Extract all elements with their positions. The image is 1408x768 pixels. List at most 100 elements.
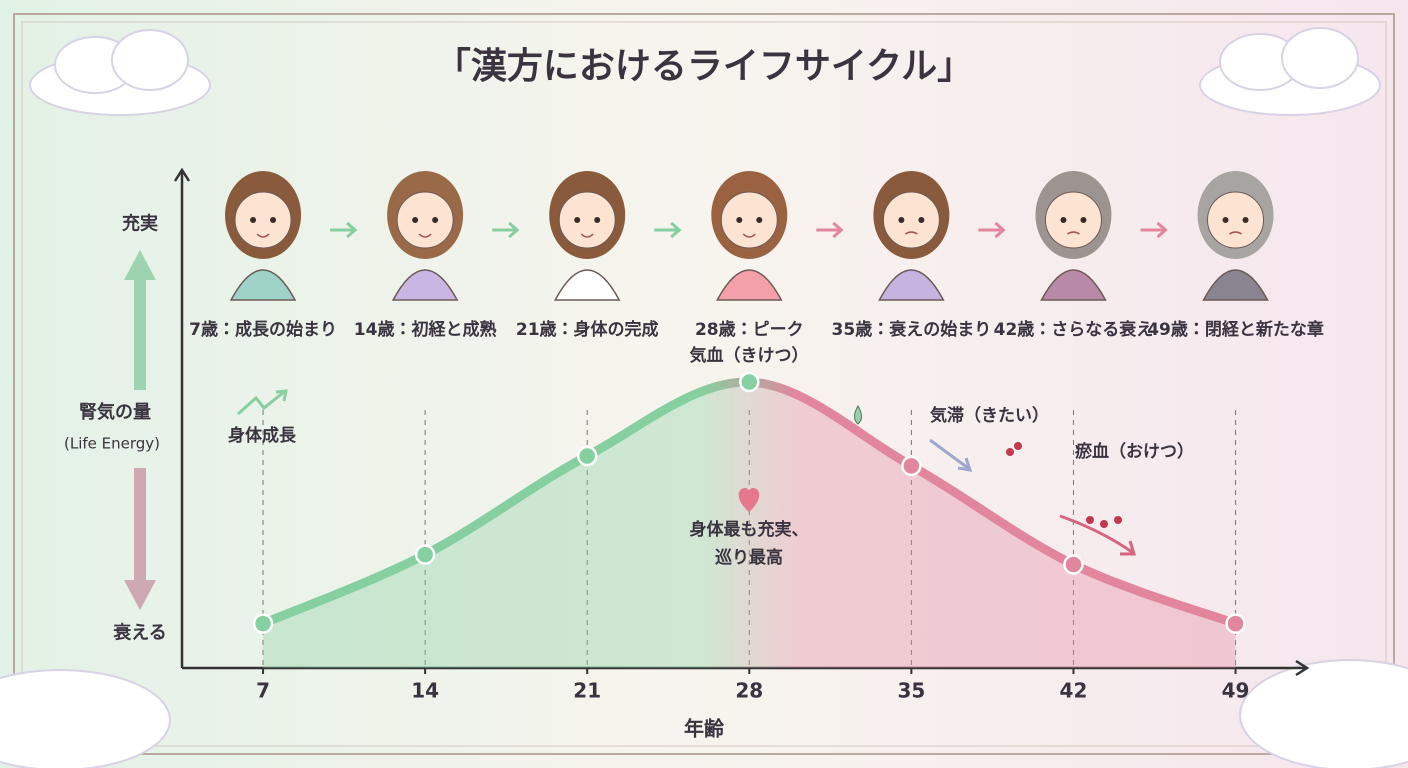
blood-dot <box>1086 516 1094 524</box>
clouds <box>0 27 1408 768</box>
figure-eye <box>250 217 257 223</box>
figure-body <box>878 269 945 301</box>
drop <box>854 405 862 425</box>
figure-face <box>720 191 778 249</box>
figure-eye <box>1060 217 1067 223</box>
frame <box>13 13 1395 755</box>
figure-face <box>1207 191 1265 249</box>
y-tick-label: 衰える <box>112 621 166 643</box>
data-point <box>576 445 598 467</box>
figure-face <box>234 191 292 249</box>
figure-mouth <box>1067 231 1080 235</box>
figure-eye <box>898 217 905 223</box>
figure-eye <box>1080 217 1087 223</box>
blood-dot <box>1006 448 1014 456</box>
down-arrow <box>124 468 156 610</box>
figure-eye <box>918 217 925 223</box>
stage-figure <box>549 171 626 301</box>
stage-arrow <box>1140 221 1168 239</box>
x-axis-arrow <box>1295 659 1310 677</box>
area <box>263 382 1236 668</box>
x-tick-label: 14 <box>411 679 439 703</box>
stage-arrow <box>816 221 844 239</box>
y-tick-label: 充実 <box>122 212 158 234</box>
stage-figure <box>225 171 302 301</box>
figure-body <box>1040 269 1107 301</box>
figure-body <box>1202 269 1269 301</box>
figure-mouth <box>1229 231 1242 235</box>
data-point <box>1225 613 1246 634</box>
figure-eye <box>574 217 581 223</box>
stage-arrow <box>978 221 1006 239</box>
stage-figure <box>387 171 464 301</box>
heart <box>738 488 760 512</box>
x-tick-label: 21 <box>573 679 601 703</box>
figure-face <box>558 191 616 249</box>
stage-figure <box>1035 171 1112 301</box>
stage-arrow <box>330 221 358 239</box>
stage-figure <box>1197 171 1274 301</box>
up-arrow <box>124 250 156 390</box>
x-tick-label: 28 <box>735 679 763 703</box>
stage-arrow <box>654 221 682 239</box>
data-point <box>739 371 760 393</box>
figure-body <box>716 269 783 301</box>
figure-eye <box>594 217 601 223</box>
blood-dot <box>1114 516 1122 524</box>
x-tick-label: 35 <box>897 679 925 703</box>
y-axis-arrow <box>173 167 191 182</box>
figure-eye <box>432 217 439 223</box>
figure-mouth <box>742 233 756 238</box>
figure-body <box>553 269 621 301</box>
blood-dot <box>1100 520 1108 528</box>
annotation: 気血（きけつ） <box>689 345 809 366</box>
annotation: 身体最も充実、 <box>690 519 809 540</box>
figure-body <box>229 269 297 301</box>
annotation: 瘀血（おけつ） <box>1075 441 1194 462</box>
figure-mouth <box>904 231 918 235</box>
growth-arrow <box>237 389 288 416</box>
figure-mouth <box>256 233 270 238</box>
figure-face <box>396 191 454 249</box>
figure-face <box>882 191 940 249</box>
x-tick-label: 49 <box>1222 679 1250 703</box>
blood-dot <box>1014 442 1022 450</box>
figure-face <box>1044 191 1102 249</box>
figure-mouth <box>418 233 432 238</box>
figure-eye <box>736 217 743 223</box>
figure-eye <box>1242 217 1249 223</box>
stage-label: 49歳：閉経と新たな章 <box>1147 319 1324 340</box>
chart-title: 「漢方におけるライフサイクル」 <box>435 46 973 87</box>
annotation: 身体成長 <box>228 425 297 446</box>
stage-figure <box>711 171 788 301</box>
figure-mouth <box>580 233 594 238</box>
data-point <box>901 455 922 477</box>
stage-arrow <box>492 221 520 239</box>
stage-label: 14歳：初経と成熟 <box>354 319 497 340</box>
annotation: 巡り最高 <box>715 547 783 568</box>
flow-arrow <box>929 438 973 472</box>
annotation: 気滞（きたい） <box>929 405 1049 426</box>
data-point <box>1063 554 1084 575</box>
stage-label: 7歳：成長の始まり <box>189 319 337 340</box>
y-axis-title: 腎気の量 <box>79 401 151 423</box>
stage-label: 28歳：ピーク <box>695 319 804 340</box>
figure-eye <box>1222 217 1229 223</box>
x-tick-label: 42 <box>1060 679 1088 703</box>
data-point <box>414 544 436 565</box>
stage-figure <box>873 171 950 301</box>
x-axis-title: 年齢 <box>684 717 725 741</box>
x-tick-label: 7 <box>256 679 270 703</box>
data-point <box>252 613 274 634</box>
figure-body <box>391 269 459 301</box>
y-axis-subtitle: (Life Energy) <box>64 435 160 453</box>
figure-eye <box>270 217 277 223</box>
stage-label: 21歳：身体の完成 <box>516 319 659 340</box>
stage-label: 35歳：衰えの始まり <box>832 319 992 340</box>
flow-arrow <box>1059 514 1137 556</box>
stage-label: 42歳：さらなる衰え <box>994 319 1154 340</box>
figure-eye <box>756 217 763 223</box>
